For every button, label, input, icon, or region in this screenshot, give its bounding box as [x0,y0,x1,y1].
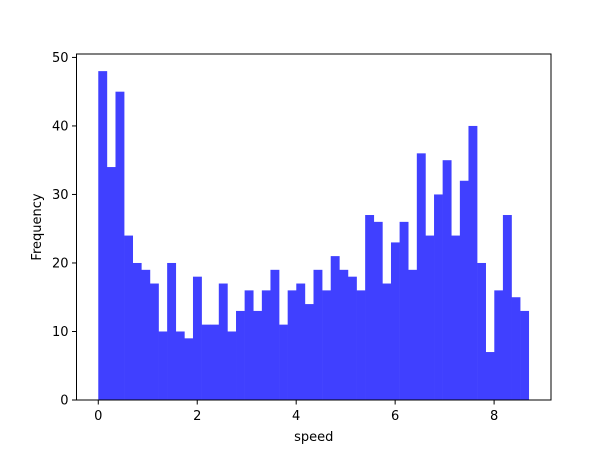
plot-frame [76,53,552,401]
histogram-bar [399,221,409,400]
histogram-bar [253,310,263,400]
histogram-bar [339,269,349,400]
histogram-bar [167,262,177,400]
histogram-bar [149,283,159,400]
histogram-bar [322,290,332,400]
histogram-bar [425,235,435,400]
y-tick-label: 0 [60,394,68,409]
histogram-bar [365,215,375,400]
y-tick-label: 50 [52,51,69,66]
y-axis-label: Frequency [30,193,45,260]
histogram-bar [520,310,530,400]
x-tick-label: 4 [292,409,300,424]
histogram-bar [494,290,504,400]
histogram-bar [477,262,486,400]
histogram-bar [373,221,383,400]
histogram-bar [192,276,202,400]
histogram-bar [98,71,108,400]
x-tick-label: 2 [193,409,201,424]
x-ticks-group: 0 2 4 6 8 [94,400,498,424]
histogram-bar [356,290,366,400]
histogram-bar [287,290,297,400]
histogram-bar [115,91,125,400]
histogram-bar [279,324,288,400]
histogram-bar [304,304,314,400]
histogram-bar [132,262,142,400]
histogram-bar [382,283,392,400]
histogram-bar [175,331,185,400]
histogram-bar [434,194,443,400]
histogram-bar [244,290,254,400]
histogram-bar [261,290,271,400]
x-tick-label: 0 [94,409,102,424]
histogram-bar [390,242,400,400]
y-tick-label: 30 [52,188,69,203]
histogram-bar [416,153,426,400]
histogram-bar [218,283,228,400]
histogram-bar [296,283,306,400]
histogram-bar [270,269,280,400]
histogram-bar [459,180,469,400]
histogram-bar [210,324,220,400]
x-axis-label: speed [294,430,333,445]
histogram-bar [201,324,211,400]
x-tick-label: 6 [391,409,399,424]
histogram-bar [502,215,512,400]
histogram-bar [236,310,245,400]
histogram-bar [468,125,478,400]
histogram-bar [330,256,340,400]
histogram-bar [124,235,134,400]
histogram-bar [347,276,357,400]
y-ticks-group: 0 10 20 30 40 50 [52,51,77,409]
histogram-bar [313,269,323,400]
histogram-bar [485,352,495,400]
y-tick-label: 20 [52,256,69,271]
histogram-bar [227,331,237,400]
y-tick-label: 10 [52,325,69,340]
histogram-bar [451,235,461,400]
histogram-bar [184,338,194,400]
y-tick-label: 40 [52,119,69,134]
x-tick-label: 8 [490,409,498,424]
histogram-bar [511,297,521,400]
histogram-bar [158,331,168,400]
histogram-bar [106,167,116,400]
bars-group [98,71,530,400]
histogram-bar [408,269,418,400]
histogram-bar [141,269,151,400]
histogram-bar [442,160,452,400]
